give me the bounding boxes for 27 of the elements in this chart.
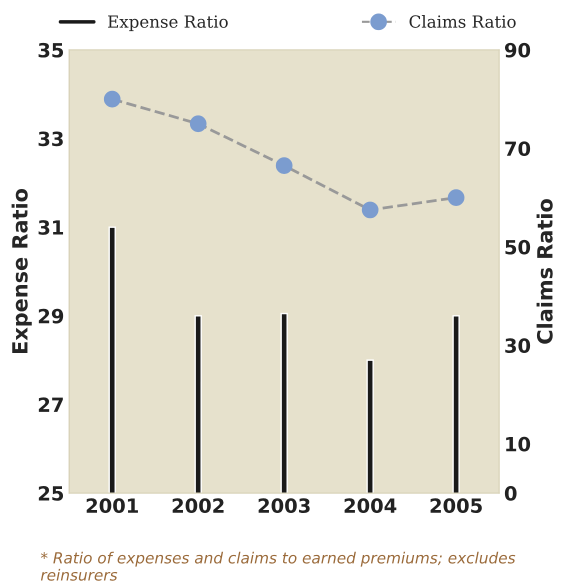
y2-tick-label: 90: [504, 42, 530, 58]
point: [276, 157, 293, 174]
legend-label: Expense Ratio: [108, 15, 228, 32]
y-tick-label: 27: [38, 397, 63, 412]
y-tick-label: 25: [38, 486, 64, 501]
y2-tick-label: 50: [505, 240, 530, 255]
y2-tick-label: 0: [504, 486, 517, 501]
y-tick-label: 33: [38, 131, 63, 146]
x-tick-label: 2004: [344, 498, 396, 513]
y2-axis-title: Claims Ratio: [536, 199, 553, 344]
y2-tick-label: 30: [505, 338, 530, 354]
x-tick-label: 2003: [258, 498, 310, 513]
y-axis-title: Expense Ratio: [12, 188, 32, 353]
y-tick-label: 29: [38, 308, 64, 324]
point: [190, 115, 207, 132]
y-tick-label: 31: [38, 220, 64, 235]
point: [448, 189, 464, 206]
y2-tick-label: 10: [506, 436, 530, 452]
legend-label: Claims Ratio: [410, 15, 516, 28]
text: * Ratio of expenses and claims to earned premiums; excludes reinsurers: [40, 552, 516, 581]
x-tick-label: 2001: [86, 498, 138, 513]
y-tick-label: 35: [38, 42, 64, 58]
point: [104, 90, 121, 108]
point: [362, 202, 378, 218]
x-tick-label: 2002: [172, 498, 224, 513]
y2-tick-label: 70: [505, 141, 530, 156]
x-tick-label: 2005: [430, 498, 482, 513]
